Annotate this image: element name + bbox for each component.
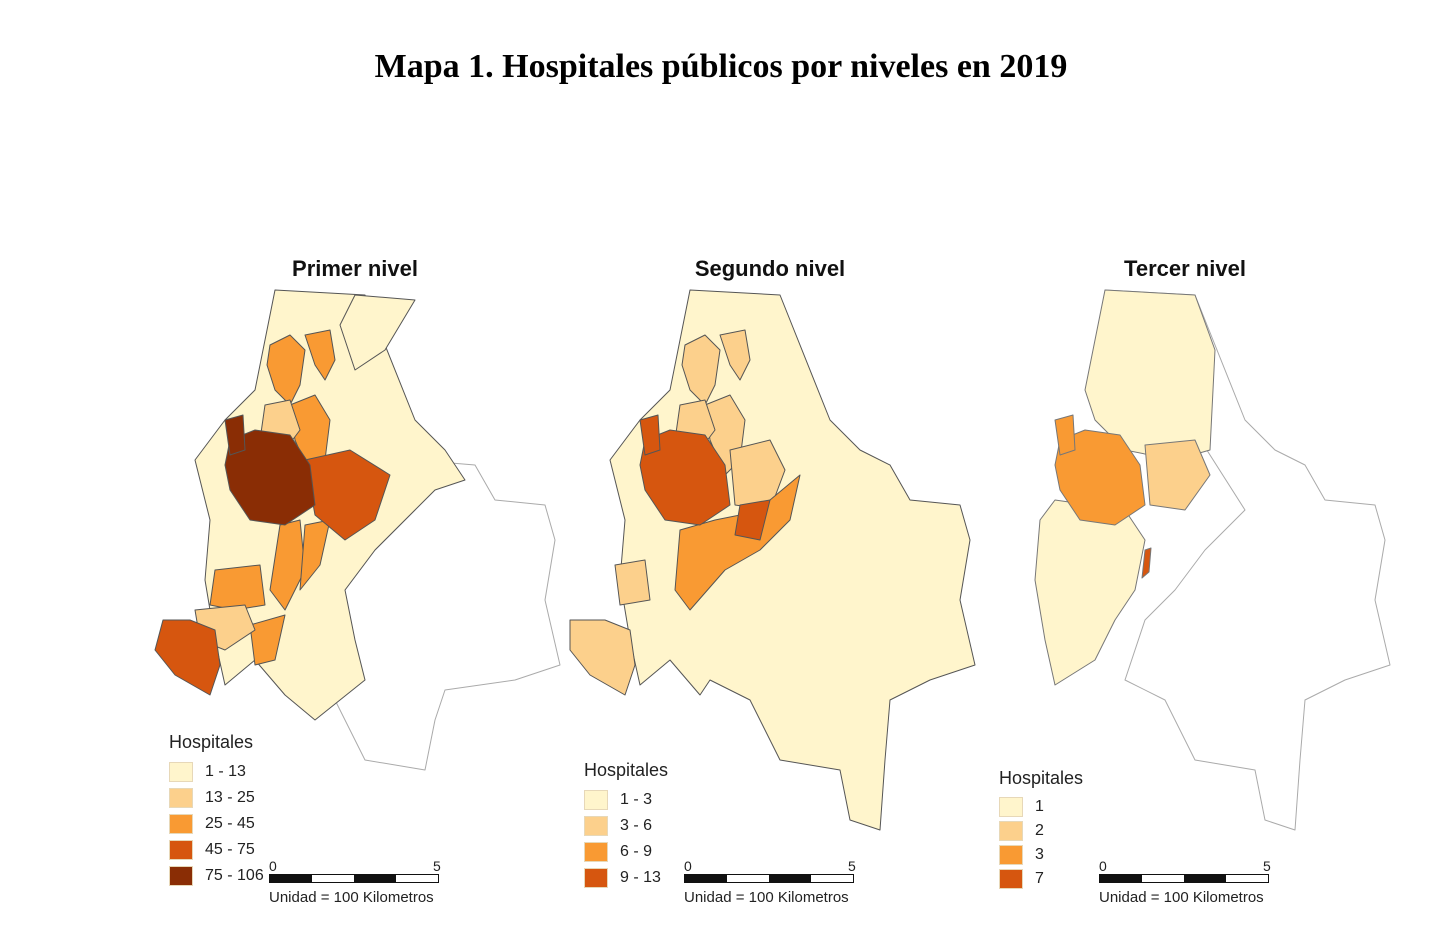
legend-item: 1 - 13 — [169, 759, 264, 785]
region-west-orange — [209, 564, 266, 611]
legend-swatch — [169, 840, 193, 860]
scale-unit: Unidad = 100 Kilometros — [684, 889, 849, 906]
panel-title: Segundo nivel — [694, 256, 846, 281]
region-75-106-choco-north — [224, 414, 246, 456]
scale-start: 0 — [269, 858, 277, 874]
map-panel-segundo-nivel: Segundo nivel Hospitales 1 - 3 3 - 6 6 -… — [530, 120, 1010, 920]
legend-item: 3 - 6 — [584, 813, 668, 839]
legend-item: 1 — [999, 795, 1083, 819]
legend: Hospitales 1 - 13 13 - 25 25 - 45 45 - 7… — [169, 732, 264, 889]
legend-swatch — [169, 814, 193, 834]
legend-label: 25 - 45 — [205, 815, 255, 832]
legend-label: 1 - 13 — [205, 763, 246, 780]
scale-unit: Unidad = 100 Kilometros — [1099, 889, 1264, 906]
region-choco-orange — [1054, 414, 1076, 456]
region-9-13-east — [734, 499, 771, 541]
legend-item: 25 - 45 — [169, 811, 264, 837]
region-north-peach-2 — [719, 329, 751, 381]
legend-item: 75 - 106 — [169, 863, 264, 889]
region-9-13-choco-north — [639, 414, 661, 456]
scale-start: 0 — [1099, 858, 1107, 874]
legend-label: 75 - 106 — [205, 867, 264, 884]
map-panel-primer-nivel: Primer nivel Hospitales 1 — [115, 120, 595, 920]
legend-item: 6 - 9 — [584, 839, 668, 865]
region-base — [609, 289, 976, 831]
region-9-13-antioquia — [639, 429, 731, 526]
scale-bar: 0 5 Unidad = 100 Kilometros — [684, 858, 856, 906]
colombia-map — [1034, 289, 1391, 831]
region-north-orange-2 — [304, 329, 336, 381]
legend-item: 13 - 25 — [169, 785, 264, 811]
region-45-75-east — [304, 449, 391, 541]
scale-unit: Unidad = 100 Kilometros — [269, 889, 434, 906]
scale-end: 5 — [433, 858, 441, 874]
scale-start: 0 — [684, 858, 692, 874]
legend-swatch — [169, 788, 193, 808]
panel-title: Primer nivel — [292, 256, 418, 281]
legend-swatch — [999, 821, 1023, 841]
legend: Hospitales 1 2 3 7 — [999, 768, 1083, 891]
scale-bar: 0 5 Unidad = 100 Kilometros — [1099, 858, 1271, 906]
legend-label: 2 — [1035, 822, 1044, 839]
legend-label: 6 - 9 — [620, 843, 653, 860]
legend-swatch — [169, 762, 193, 782]
legend-swatch — [584, 790, 608, 810]
region-north-orange-1 — [266, 334, 306, 406]
region-central-orange — [674, 474, 801, 611]
legend-title: Hospitales — [584, 760, 669, 780]
panel-title: Tercer nivel — [1124, 256, 1246, 281]
region-west-light — [1034, 499, 1146, 686]
region-central-orange-1 — [269, 519, 306, 611]
colombia-map — [569, 289, 976, 831]
region-north-peach-1 — [681, 334, 721, 406]
legend-swatch — [584, 868, 608, 888]
legend-swatch — [999, 797, 1023, 817]
legend-item: 1 - 3 — [584, 787, 668, 813]
colombia-map — [154, 289, 561, 771]
region-east-peach — [729, 439, 786, 511]
legend-swatch — [999, 869, 1023, 889]
scale-end: 5 — [1263, 858, 1271, 874]
legend-title: Hospitales — [999, 768, 1084, 788]
region-45-75-southwest — [154, 619, 221, 696]
scale-bar: 0 5 Unidad = 100 Kilometros — [269, 858, 441, 906]
region-east-peach — [1144, 439, 1211, 511]
region-south-orange — [249, 614, 286, 666]
legend-label: 45 - 75 — [205, 841, 255, 858]
region-75-106-antioquia — [224, 429, 316, 526]
region-no-data — [1104, 289, 1391, 831]
region-west-peach — [614, 559, 651, 606]
region-antioquia-orange — [1054, 429, 1146, 526]
legend-label: 9 - 13 — [620, 869, 661, 886]
legend-swatch — [584, 816, 608, 836]
map-panel-tercer-nivel: Tercer nivel Hospitales 1 2 3 7 0 5 Unida… — [945, 120, 1425, 920]
legend-label: 1 - 3 — [620, 791, 653, 808]
legend-label: 3 - 6 — [620, 817, 653, 834]
legend-item: 3 — [999, 843, 1083, 867]
legend-swatch — [999, 845, 1023, 865]
legend-label: 3 — [1035, 846, 1044, 863]
legend-label: 1 — [1035, 798, 1044, 815]
legend-label: 13 - 25 — [205, 789, 255, 806]
legend-item: 2 — [999, 819, 1083, 843]
legend: Hospitales 1 - 3 3 - 6 6 - 9 9 - 13 — [584, 760, 668, 891]
region-bogota-7 — [1141, 547, 1152, 579]
scale-end: 5 — [848, 858, 856, 874]
legend-item: 45 - 75 — [169, 837, 264, 863]
region-north-tip — [339, 294, 416, 371]
legend-swatch — [584, 842, 608, 862]
legend-item: 7 — [999, 867, 1083, 891]
legend-title: Hospitales — [169, 732, 254, 752]
legend-label: 7 — [1035, 870, 1044, 887]
region-central-orange-2 — [299, 519, 331, 591]
region-southwest-peach — [569, 619, 636, 696]
legend-swatch — [169, 866, 193, 886]
figure-title: Mapa 1. Hospitales públicos por niveles … — [374, 48, 1068, 85]
legend-item: 9 - 13 — [584, 865, 668, 891]
